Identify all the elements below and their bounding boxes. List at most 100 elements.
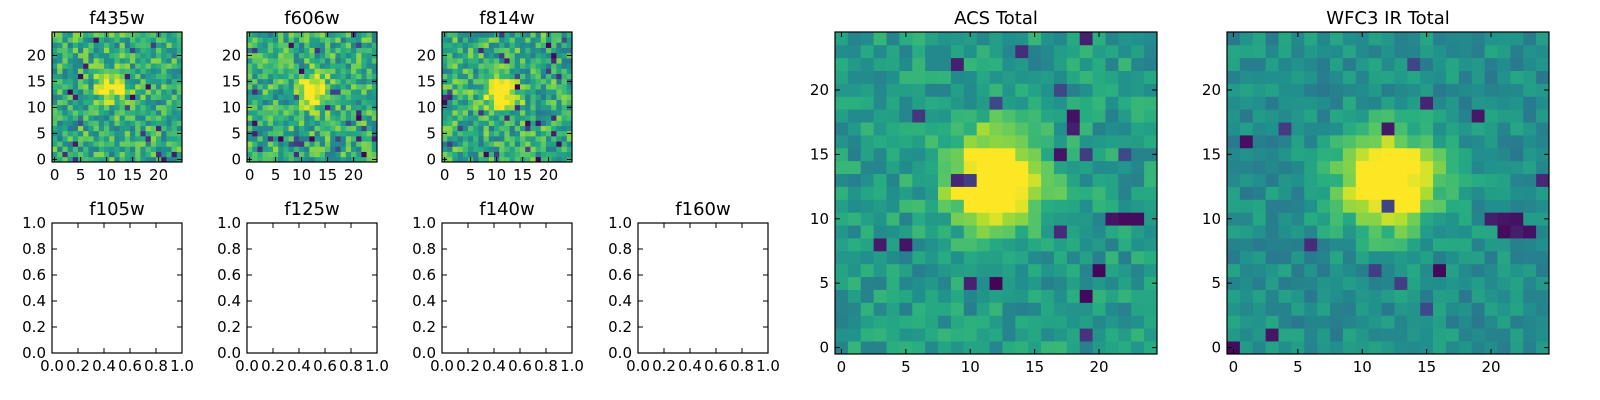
heatmap-cell xyxy=(325,73,331,80)
heatmap-cell xyxy=(546,73,552,80)
heatmap-cell xyxy=(1420,83,1434,97)
heatmap-cell xyxy=(161,141,167,147)
heatmap-cell xyxy=(145,84,152,90)
heatmap-cell xyxy=(546,104,552,111)
heatmap-cell xyxy=(1536,212,1550,226)
heatmap-cell xyxy=(345,120,352,126)
heatmap-cell xyxy=(535,115,542,121)
heatmap-cell xyxy=(257,84,263,90)
heatmap-cell xyxy=(314,130,321,137)
heatmap-cell xyxy=(1523,328,1537,342)
heatmap-cell xyxy=(556,125,562,132)
heatmap-cell xyxy=(509,156,516,163)
heatmap-cell xyxy=(161,52,167,59)
axes-frame xyxy=(834,31,1158,355)
heatmap-cell xyxy=(57,42,63,48)
heatmap-cell xyxy=(1227,328,1241,342)
heatmap-cell xyxy=(1304,289,1318,303)
heatmap-cell xyxy=(1278,212,1292,226)
heatmap-cell xyxy=(361,84,367,90)
heatmap-cell xyxy=(262,58,269,64)
heatmap-cell xyxy=(114,78,120,85)
heatmap-cell xyxy=(494,104,500,111)
heatmap-cell xyxy=(447,115,453,121)
heatmap-cell xyxy=(473,47,479,54)
heatmap-cell xyxy=(1407,122,1421,136)
heatmap-cell xyxy=(1458,302,1473,316)
heatmap-cell xyxy=(176,110,183,116)
heatmap-cell xyxy=(278,136,284,142)
heatmap-cell xyxy=(1445,315,1460,329)
heatmap-cell xyxy=(1445,147,1460,162)
heatmap-cell xyxy=(161,89,167,95)
heatmap-cell xyxy=(171,141,178,147)
heatmap-cell xyxy=(309,89,315,95)
heatmap-cell xyxy=(561,151,568,158)
heatmap-cell xyxy=(938,44,952,59)
heatmap-cell xyxy=(860,250,874,265)
heatmap-cell xyxy=(488,47,495,54)
heatmap-cell xyxy=(1239,225,1254,239)
heatmap-cell xyxy=(1355,315,1370,329)
heatmap-cell xyxy=(171,32,178,38)
heatmap-cell xyxy=(145,47,152,54)
heatmap-cell xyxy=(278,120,284,126)
heatmap-cell xyxy=(938,122,952,136)
heatmap-cell xyxy=(345,151,352,158)
heatmap-cell xyxy=(262,151,269,158)
heatmap-cell xyxy=(509,89,516,95)
heatmap-cell xyxy=(330,68,336,74)
y-tick-label: 15 xyxy=(27,72,46,90)
heatmap-cell xyxy=(78,115,84,121)
heatmap-cell xyxy=(1433,70,1447,84)
heatmap-cell xyxy=(452,151,458,158)
heatmap-cell xyxy=(166,94,172,100)
heatmap-cell xyxy=(1471,160,1485,175)
heatmap-cell xyxy=(1278,315,1292,329)
heatmap-cell xyxy=(938,32,952,46)
heatmap-cell xyxy=(494,52,500,59)
heatmap-cell xyxy=(473,89,479,95)
heatmap-cell xyxy=(447,52,453,59)
heatmap-cell xyxy=(535,68,542,74)
heatmap-cell xyxy=(345,84,352,90)
heatmap-cell xyxy=(156,120,162,126)
heatmap-cell xyxy=(566,68,573,74)
heatmap-cell xyxy=(1317,32,1331,46)
heatmap-cell xyxy=(273,136,279,142)
heatmap-cell xyxy=(262,42,269,48)
heatmap-cell xyxy=(176,47,183,54)
heatmap-cell xyxy=(457,42,464,48)
heatmap-cell xyxy=(124,136,131,142)
heatmap-cell xyxy=(62,42,68,48)
heatmap-cell xyxy=(1041,135,1055,149)
heatmap-cell xyxy=(356,156,362,163)
heatmap-cell xyxy=(525,94,531,100)
heatmap-cell xyxy=(473,141,479,147)
heatmap-cell xyxy=(145,37,152,43)
heatmap-cell xyxy=(166,125,172,132)
heatmap-cell xyxy=(499,73,505,80)
heatmap-cell xyxy=(299,47,305,54)
heatmap-cell xyxy=(488,68,495,74)
heatmap-cell xyxy=(314,115,321,121)
heatmap-cell xyxy=(247,89,253,95)
heatmap-cell xyxy=(1105,328,1119,342)
heatmap-cell xyxy=(504,136,510,142)
heatmap-cell xyxy=(1028,122,1042,136)
heatmap-cell xyxy=(330,58,336,64)
heatmap-cell xyxy=(335,156,341,163)
heatmap-cell xyxy=(483,136,490,142)
heatmap-cell xyxy=(546,120,552,126)
heatmap-cell xyxy=(1523,96,1537,110)
heatmap-cell xyxy=(1330,263,1344,278)
heatmap-cell xyxy=(1227,83,1241,97)
heatmap-cell xyxy=(886,186,900,200)
heatmap-cell xyxy=(886,238,900,252)
heatmap-cell xyxy=(925,83,939,97)
heatmap-cell xyxy=(912,147,926,162)
heatmap-cell xyxy=(1523,83,1537,97)
heatmap-cell xyxy=(93,141,100,147)
heatmap-cell xyxy=(88,84,94,90)
heatmap-cell xyxy=(1144,186,1158,200)
